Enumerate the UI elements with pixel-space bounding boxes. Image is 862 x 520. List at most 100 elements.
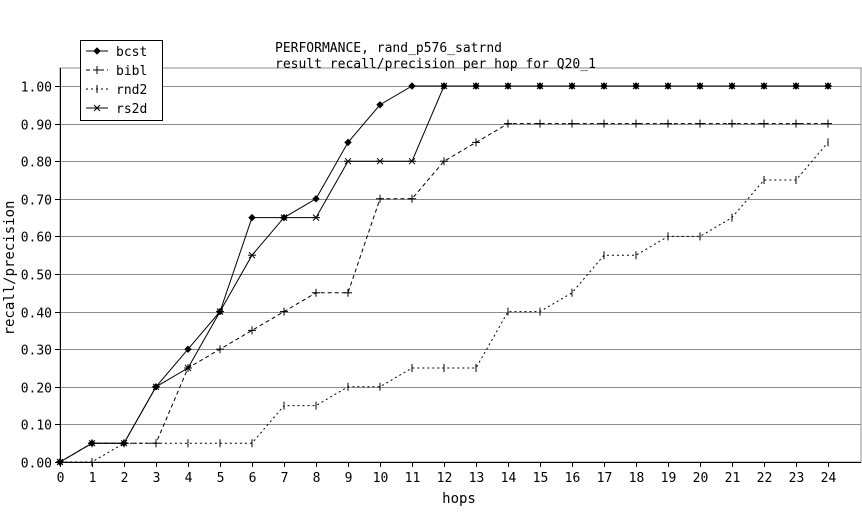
data-point-rs2d xyxy=(632,82,640,90)
data-point-bibl xyxy=(536,119,544,128)
x-tick-label: 24 xyxy=(821,471,837,486)
x-tick-label: 4 xyxy=(185,471,193,486)
x-tick-label: 5 xyxy=(217,471,225,486)
x-tick-label: 23 xyxy=(789,471,805,486)
data-point-rs2d xyxy=(824,82,832,90)
x-tick-label: 12 xyxy=(437,471,453,486)
data-point-bcst xyxy=(248,213,256,222)
data-point-rs2d xyxy=(56,458,64,466)
data-point-rs2d xyxy=(88,439,96,447)
x-tick-label: 22 xyxy=(757,471,773,486)
legend-item-rs2d: rs2d xyxy=(86,102,147,117)
legend-box xyxy=(80,40,163,121)
data-point-bibl xyxy=(600,119,608,128)
data-point-bibl xyxy=(376,194,384,203)
data-point-rs2d xyxy=(600,82,608,90)
legend-marker xyxy=(93,104,101,112)
y-tick-label: 0.60 xyxy=(21,231,52,246)
y-tick-label: 0.10 xyxy=(21,419,52,434)
data-point-bibl xyxy=(728,119,736,128)
data-point-bibl xyxy=(696,119,704,128)
data-point-bcst xyxy=(376,101,384,109)
data-point-bibl xyxy=(216,345,224,354)
data-point-rs2d xyxy=(216,308,224,315)
y-tick-label: 0.80 xyxy=(21,156,52,171)
x-tick-label: 19 xyxy=(661,471,677,486)
y-tick-label: 0.70 xyxy=(21,194,52,209)
data-point-rs2d xyxy=(696,82,704,90)
data-point-rs2d xyxy=(152,383,160,391)
data-point-rs2d xyxy=(760,82,768,90)
x-tick-label: 17 xyxy=(597,471,613,486)
y-tick-label: 1.00 xyxy=(21,81,52,96)
data-point-rs2d xyxy=(504,82,512,90)
data-point-rs2d xyxy=(664,82,672,90)
data-point-bibl xyxy=(344,288,352,297)
legend-label: rnd2 xyxy=(116,83,147,98)
data-point-rs2d xyxy=(792,82,800,90)
data-point-bibl xyxy=(472,138,480,147)
legend-marker xyxy=(93,47,101,55)
data-point-rs2d xyxy=(568,82,576,90)
x-tick-label: 14 xyxy=(501,471,517,486)
data-point-rs2d xyxy=(344,157,352,165)
legend-marker xyxy=(93,66,101,74)
y-axis-label: recall/precision xyxy=(2,201,18,336)
data-point-rs2d xyxy=(184,364,192,372)
x-tick-label: 13 xyxy=(469,471,485,486)
y-tick-label: 0.30 xyxy=(21,344,52,359)
x-tick-label: 15 xyxy=(533,471,549,486)
data-point-bibl xyxy=(280,307,288,316)
y-tick-label: 0.20 xyxy=(21,382,52,397)
data-point-bcst xyxy=(184,345,192,353)
data-point-bibl xyxy=(248,326,256,335)
x-tick-label: 10 xyxy=(373,471,389,486)
data-point-bibl xyxy=(440,157,448,166)
x-tick-label: 11 xyxy=(405,471,421,486)
x-axis-label: hops xyxy=(442,491,476,507)
series-line-bibl xyxy=(59,123,828,463)
data-point-rs2d xyxy=(440,82,448,90)
x-tick-label: 8 xyxy=(313,471,321,486)
x-tick-label: 20 xyxy=(693,471,709,486)
x-tick-label: 1 xyxy=(89,471,97,486)
y-tick-label: 0.50 xyxy=(21,269,52,284)
x-tick-label: 9 xyxy=(345,471,353,486)
legend-label: bcst xyxy=(116,45,147,60)
data-point-rs2d xyxy=(376,157,384,165)
data-point-rs2d xyxy=(408,157,416,165)
data-point-bcst xyxy=(312,195,320,203)
x-tick-label: 3 xyxy=(153,471,161,486)
data-point-bibl xyxy=(760,119,768,128)
data-point-bibl xyxy=(568,119,576,128)
legend: bcst bibl rnd2 rs2d xyxy=(80,40,163,121)
data-point-bcst xyxy=(344,138,352,147)
x-tick-label: 7 xyxy=(281,471,289,486)
x-tick-label: 0 xyxy=(57,471,65,486)
series-rnd2 xyxy=(59,138,829,466)
y-tick-label: 0.90 xyxy=(21,119,52,134)
legend-item-rnd2: rnd2 xyxy=(86,83,147,98)
grid-lines xyxy=(59,67,862,463)
series-bibl xyxy=(56,119,832,466)
series-group xyxy=(56,82,832,466)
y-tick-label: 0.00 xyxy=(21,457,52,472)
data-point-bibl xyxy=(312,288,320,297)
x-tick-label: 21 xyxy=(725,471,741,486)
x-tick-label: 2 xyxy=(121,471,129,486)
legend-label: bibl xyxy=(116,64,147,79)
data-point-rs2d xyxy=(280,214,288,221)
chart-subtitle: result recall/precision per hop for Q20_… xyxy=(275,57,596,72)
data-point-rs2d xyxy=(536,82,544,90)
x-tick-label: 16 xyxy=(565,471,581,486)
data-point-rs2d xyxy=(728,82,736,90)
data-point-rs2d xyxy=(472,82,480,90)
series-line-rnd2 xyxy=(60,142,829,463)
data-point-rs2d xyxy=(312,214,320,221)
series-rs2d xyxy=(56,82,832,466)
data-point-rs2d xyxy=(248,251,256,259)
data-point-bibl xyxy=(408,194,416,203)
data-point-bibl xyxy=(824,119,832,128)
data-point-bibl xyxy=(632,119,640,128)
